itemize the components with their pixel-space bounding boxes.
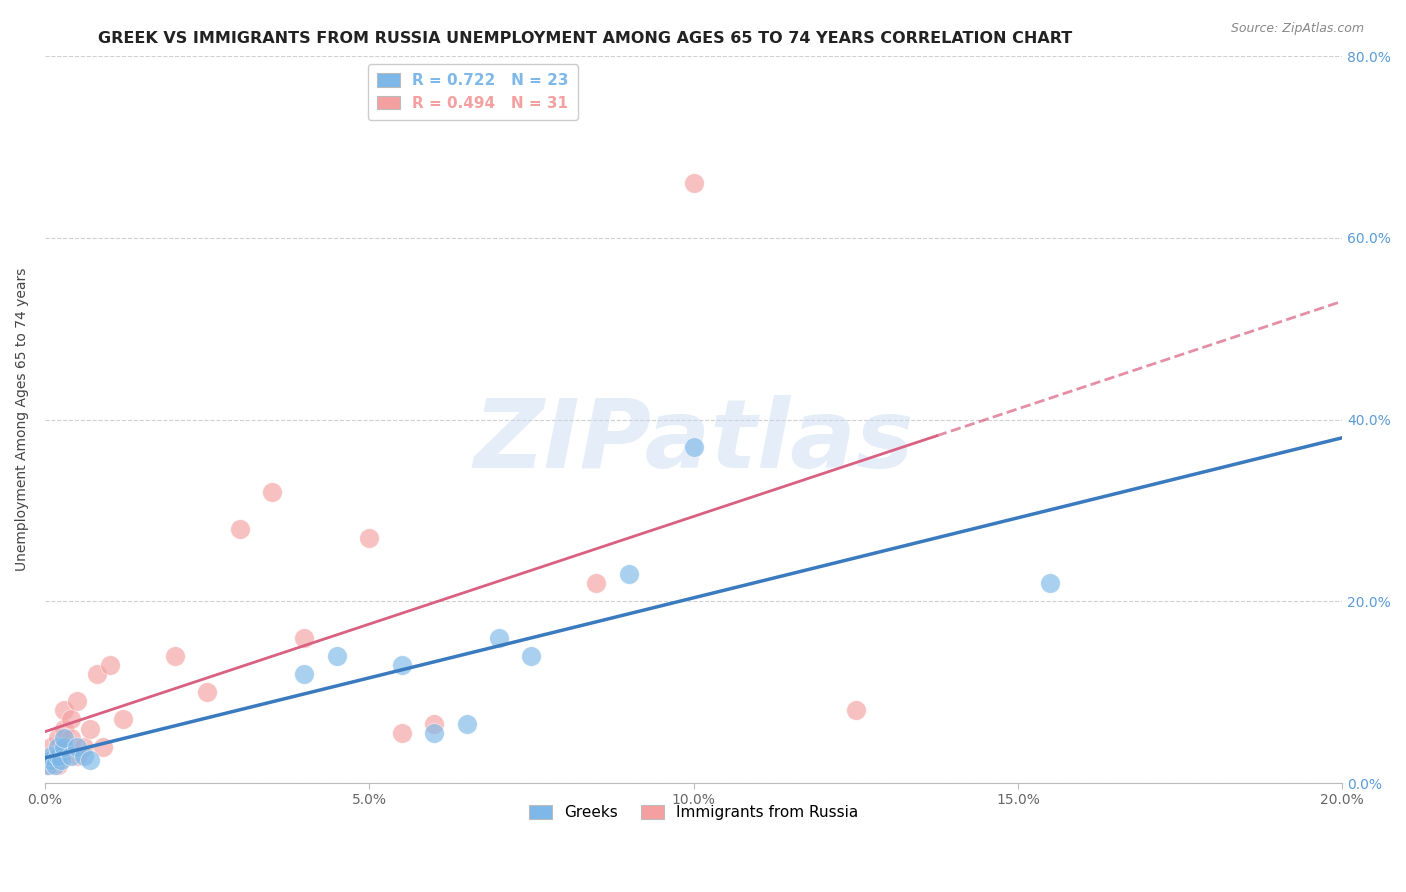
Point: [391, 726, 413, 740]
Point: [44, 748, 66, 763]
Point: [41, 753, 63, 767]
Point: [53, 739, 76, 754]
Point: [66, 748, 89, 763]
Text: GREEK VS IMMIGRANTS FROM RUSSIA UNEMPLOYMENT AMONG AGES 65 TO 74 YEARS CORRELATI: GREEK VS IMMIGRANTS FROM RUSSIA UNEMPLOY…: [98, 31, 1073, 46]
Point: [41, 753, 63, 767]
Point: [51, 748, 73, 763]
Point: [163, 648, 186, 663]
Point: [79, 753, 101, 767]
Point: [46, 731, 69, 745]
Point: [41, 748, 63, 763]
Point: [423, 717, 446, 731]
Point: [66, 694, 89, 708]
Point: [46, 748, 69, 763]
Point: [520, 648, 543, 663]
Point: [294, 667, 316, 681]
Point: [59, 713, 82, 727]
Point: [46, 757, 69, 772]
Point: [260, 485, 283, 500]
Point: [1039, 576, 1062, 591]
Text: ZIPatlas: ZIPatlas: [474, 395, 914, 488]
Y-axis label: Unemployment Among Ages 65 to 74 years: Unemployment Among Ages 65 to 74 years: [15, 268, 30, 571]
Point: [391, 657, 413, 672]
Point: [195, 685, 218, 699]
Point: [59, 731, 82, 745]
Point: [617, 567, 640, 582]
Point: [294, 631, 316, 645]
Point: [44, 757, 66, 772]
Point: [53, 722, 76, 736]
Point: [73, 739, 96, 754]
Point: [228, 522, 250, 536]
Point: [53, 739, 76, 754]
Point: [845, 703, 868, 717]
Point: [682, 440, 704, 454]
Point: [73, 748, 96, 763]
Point: [37, 757, 59, 772]
Point: [51, 753, 73, 767]
Point: [423, 726, 446, 740]
Point: [326, 648, 349, 663]
Point: [66, 739, 89, 754]
Point: [456, 717, 478, 731]
Legend: Greeks, Immigrants from Russia: Greeks, Immigrants from Russia: [523, 799, 865, 826]
Point: [46, 739, 69, 754]
Point: [41, 739, 63, 754]
Text: Source: ZipAtlas.com: Source: ZipAtlas.com: [1230, 22, 1364, 36]
Point: [488, 631, 510, 645]
Point: [98, 657, 121, 672]
Point: [37, 757, 59, 772]
Point: [59, 748, 82, 763]
Point: [111, 713, 134, 727]
Point: [79, 722, 101, 736]
Point: [53, 703, 76, 717]
Point: [585, 576, 607, 591]
Point: [359, 531, 381, 545]
Point: [53, 731, 76, 745]
Point: [86, 667, 108, 681]
Point: [93, 739, 115, 754]
Point: [682, 177, 704, 191]
